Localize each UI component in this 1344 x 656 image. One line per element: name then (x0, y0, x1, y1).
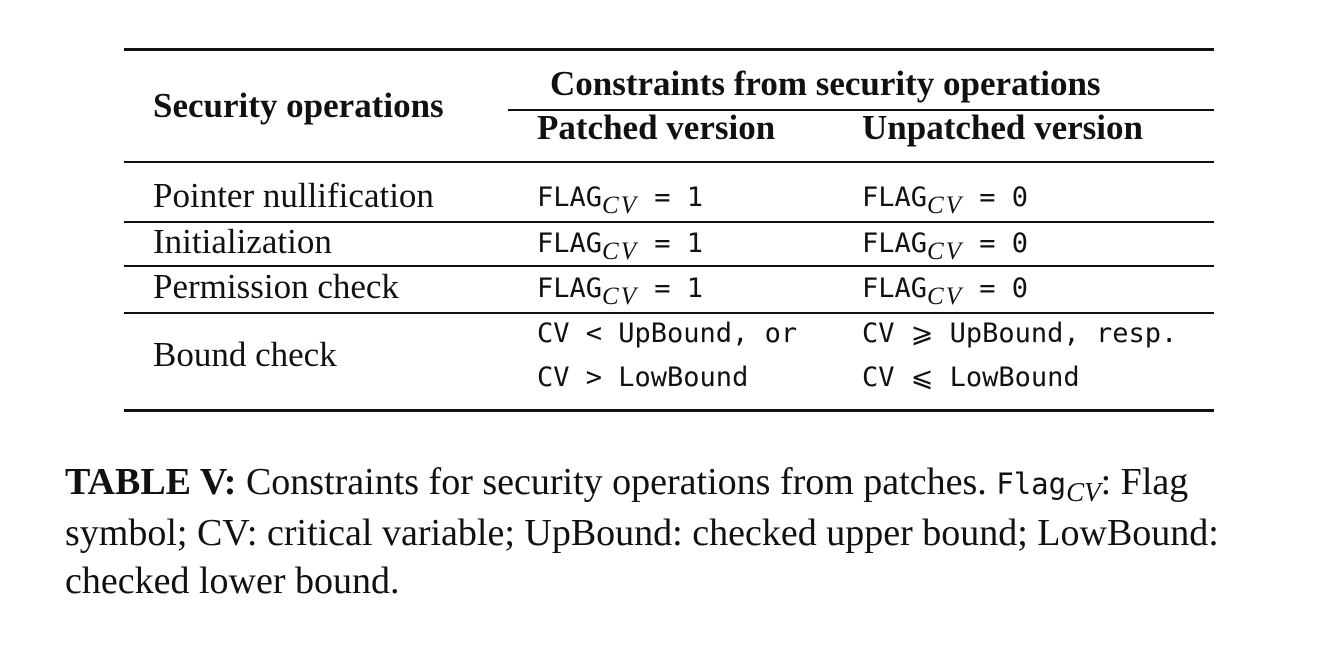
row-unpatched-line: CV ⩾ UpBound, resp. (862, 318, 1178, 349)
header-patched: Patched version (537, 108, 776, 147)
row-rule-2 (124, 265, 1214, 267)
caption-flag: Flag (996, 467, 1067, 501)
row-operation: Bound check (153, 335, 337, 374)
caption-label: TABLE V: (65, 461, 237, 503)
top-rule (124, 48, 1214, 51)
row-unpatched-value: FLAGCV = 0 (862, 228, 1029, 265)
row-operation: Permission check (153, 267, 399, 306)
row-operation: Pointer nullification (153, 176, 434, 215)
table-caption: TABLE V: Constraints for security operat… (65, 458, 1295, 605)
row-unpatched-value: FLAGCV = 0 (862, 182, 1029, 219)
row-unpatched-line: CV ⩽ LowBound (862, 362, 1080, 393)
caption-flag-sub: CV (1066, 477, 1101, 507)
bottom-rule (124, 409, 1214, 412)
header-rule (124, 161, 1214, 163)
row-unpatched-value: FLAGCV = 0 (862, 273, 1029, 310)
row-operation: Initialization (153, 222, 332, 261)
row-rule-1 (124, 221, 1214, 223)
header-unpatched: Unpatched version (862, 108, 1143, 147)
header-row-label: Security operations (153, 86, 444, 125)
row-rule-3 (124, 312, 1214, 314)
row-patched-line: CV < UpBound, or (537, 318, 798, 349)
row-patched-value: FLAGCV = 1 (537, 273, 704, 310)
group-rule (508, 109, 1214, 111)
row-patched-line: CV > LowBound (537, 362, 749, 393)
row-patched-value: FLAGCV = 1 (537, 182, 704, 219)
header-group-label: Constraints from security operations (550, 64, 1101, 103)
caption-text: Constraints for security operations from… (236, 461, 997, 503)
row-patched-value: FLAGCV = 1 (537, 228, 704, 265)
caption-text: : Flag symbol; CV: critical variable; Up… (65, 461, 1219, 602)
